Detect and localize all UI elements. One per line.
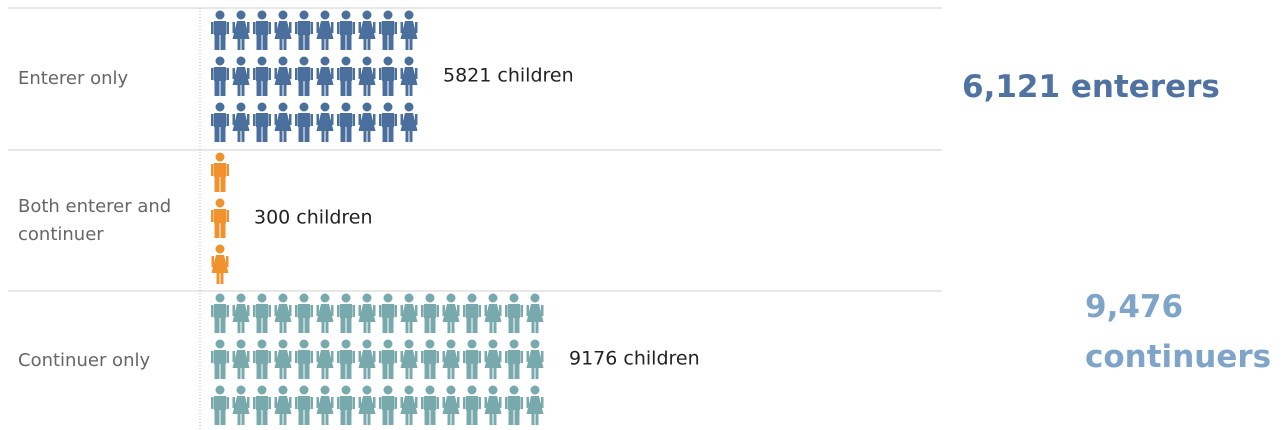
person-icon bbox=[316, 10, 334, 50]
person-icon bbox=[295, 293, 313, 333]
person-icon bbox=[253, 10, 271, 50]
category-label: Both enterer and continuer bbox=[18, 195, 172, 245]
person-icon bbox=[211, 244, 229, 284]
person-icon bbox=[295, 10, 313, 50]
person-icon bbox=[442, 339, 460, 379]
person-icon bbox=[526, 385, 544, 425]
person-icon bbox=[211, 152, 229, 192]
person-icon bbox=[379, 385, 397, 425]
person-icon bbox=[400, 10, 418, 50]
person-icon bbox=[463, 293, 481, 333]
value-label: 9176 children bbox=[569, 348, 700, 370]
person-icon bbox=[253, 385, 271, 425]
person-icon bbox=[274, 10, 292, 50]
person-icon bbox=[463, 339, 481, 379]
person-icon bbox=[232, 385, 250, 425]
person-icon bbox=[211, 198, 229, 238]
person-icon bbox=[379, 56, 397, 96]
person-icon bbox=[358, 339, 376, 379]
person-icon bbox=[274, 339, 292, 379]
person-icon bbox=[337, 385, 355, 425]
person-icon bbox=[232, 339, 250, 379]
person-icon bbox=[295, 385, 313, 425]
person-icon bbox=[379, 293, 397, 333]
person-icon bbox=[316, 339, 334, 379]
person-icon bbox=[232, 56, 250, 96]
person-icon bbox=[379, 102, 397, 142]
category-label: Enterer only bbox=[18, 68, 129, 89]
person-icon bbox=[274, 102, 292, 142]
category-label: Continuer only bbox=[18, 349, 151, 371]
person-icon bbox=[505, 385, 523, 425]
annotation: 6,121 enterers bbox=[962, 69, 1220, 105]
person-icon bbox=[274, 56, 292, 96]
person-icon bbox=[421, 385, 439, 425]
person-icon bbox=[211, 339, 229, 379]
person-icon bbox=[337, 10, 355, 50]
person-icon bbox=[358, 56, 376, 96]
person-icon bbox=[379, 339, 397, 379]
person-icon bbox=[253, 56, 271, 96]
person-icon bbox=[337, 56, 355, 96]
person-icon bbox=[253, 293, 271, 333]
person-icon bbox=[358, 385, 376, 425]
person-icon bbox=[211, 10, 229, 50]
person-icon bbox=[400, 56, 418, 96]
person-icon bbox=[463, 385, 481, 425]
person-icon bbox=[295, 339, 313, 379]
person-icon bbox=[379, 10, 397, 50]
annotation: 9,476 continuers bbox=[1085, 289, 1272, 375]
person-icon bbox=[484, 339, 502, 379]
pictogram bbox=[211, 10, 418, 142]
person-icon bbox=[358, 10, 376, 50]
person-icon bbox=[337, 293, 355, 333]
person-icon bbox=[400, 385, 418, 425]
person-icon bbox=[295, 102, 313, 142]
person-icon bbox=[505, 293, 523, 333]
person-icon bbox=[400, 102, 418, 142]
person-icon bbox=[232, 10, 250, 50]
person-icon bbox=[358, 293, 376, 333]
person-icon bbox=[316, 56, 334, 96]
person-icon bbox=[316, 385, 334, 425]
person-icon bbox=[337, 102, 355, 142]
person-icon bbox=[274, 385, 292, 425]
person-icon bbox=[358, 102, 376, 142]
person-icon bbox=[400, 293, 418, 333]
person-icon bbox=[421, 339, 439, 379]
person-icon bbox=[526, 339, 544, 379]
pictogram bbox=[211, 293, 544, 425]
person-icon bbox=[295, 56, 313, 96]
person-icon bbox=[421, 293, 439, 333]
person-icon bbox=[505, 339, 523, 379]
person-icon bbox=[274, 293, 292, 333]
person-icon bbox=[316, 293, 334, 333]
person-icon bbox=[337, 339, 355, 379]
person-icon bbox=[211, 102, 229, 142]
person-icon bbox=[484, 385, 502, 425]
person-icon bbox=[526, 293, 544, 333]
person-icon bbox=[211, 56, 229, 96]
person-icon bbox=[232, 293, 250, 333]
person-icon bbox=[442, 385, 460, 425]
person-icon bbox=[484, 293, 502, 333]
person-icon bbox=[400, 339, 418, 379]
pictogram bbox=[211, 152, 229, 284]
person-icon bbox=[253, 102, 271, 142]
value-label: 5821 children bbox=[443, 65, 574, 87]
person-icon bbox=[442, 293, 460, 333]
person-icon bbox=[211, 293, 229, 333]
person-icon bbox=[253, 339, 271, 379]
person-icon bbox=[316, 102, 334, 142]
value-label: 300 children bbox=[254, 207, 373, 229]
person-icon bbox=[211, 385, 229, 425]
person-icon bbox=[232, 102, 250, 142]
